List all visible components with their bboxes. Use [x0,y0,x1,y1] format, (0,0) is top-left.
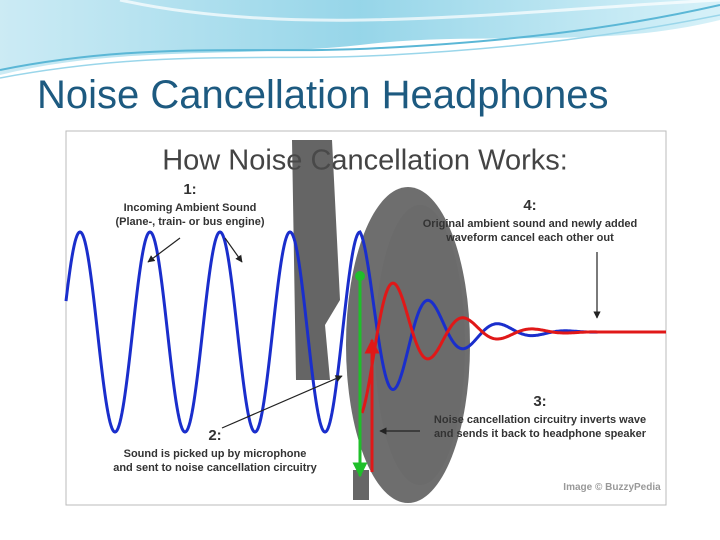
label-text: and sent to noise cancellation circuitry [113,462,317,474]
labels: 1: Incoming Ambient Sound (Plane-, train- … [113,181,647,474]
label-number: 4: [523,197,536,214]
ambient-wave [64,230,666,434]
diagram-title: How Noise Cancellation Works: [162,145,568,177]
label-text: (Plane-, train- or bus engine) [115,216,264,228]
label-number: 1: [183,181,196,198]
label-text: Sound is picked up by microphone [124,448,307,460]
inverted-wave [360,281,666,414]
pointer-arrows [147,237,601,435]
mic-dot [355,271,365,281]
slide-title: Noise Cancellation Headphones [37,73,608,117]
image-credit: Image © BuzzyPedia [563,482,661,493]
label-number: 3: [533,393,546,410]
label-text: waveform cancel each other out [445,232,614,244]
label-text: and sends it back to headphone speaker [434,428,647,440]
label-text: Incoming Ambient Sound [124,202,257,214]
label-text: Noise cancellation circuitry inverts wav… [434,414,646,426]
top-decoration [0,0,720,79]
label-number: 2: [208,427,221,444]
diagram: How Noise Cancellation Works: 1: Incoming… [64,130,667,506]
label-text: Original ambient sound and newly added [423,218,638,230]
